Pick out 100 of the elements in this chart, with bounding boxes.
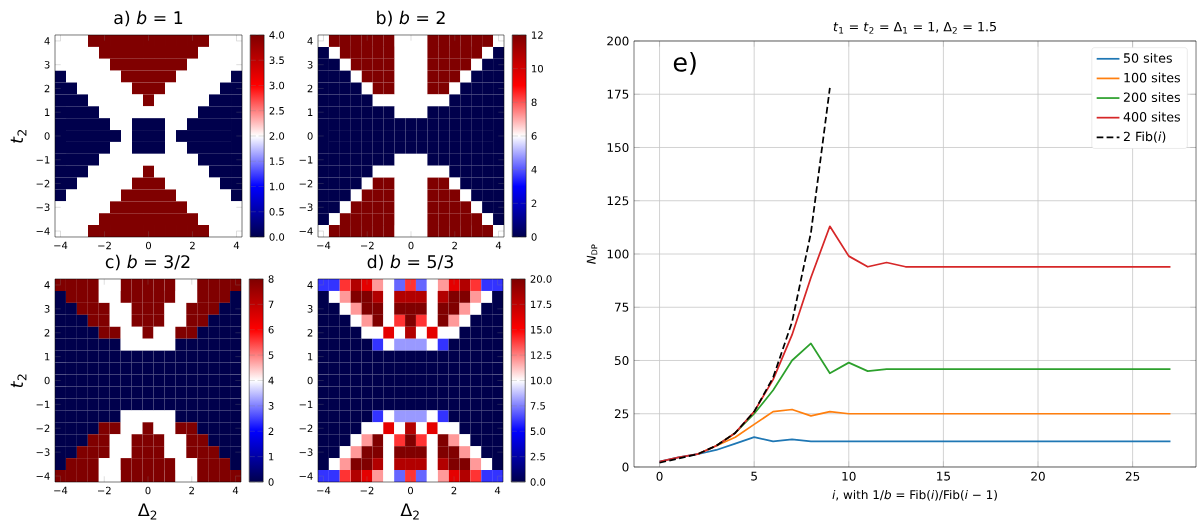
legend-label: 100 sites (1124, 72, 1181, 83)
y-tick-label: 2 (44, 329, 50, 337)
x-tick-label: 2 (189, 486, 194, 495)
legend-label: 400 sites (1123, 111, 1181, 122)
color-bar-label: 3.0 (269, 81, 285, 90)
y-tick-label: 0 (622, 462, 629, 472)
y-tick-label: 1 (45, 352, 50, 361)
x-axis-title: i, with 1/b = Fib(i)/Fib(i − 1) (832, 489, 997, 501)
y-tick-label: 4 (44, 37, 50, 45)
color-bar-label: 2.0 (269, 132, 285, 140)
chart-title: d) b = 5/3 (367, 254, 453, 271)
y-tick-label: −2 (36, 179, 50, 188)
y-tick-label: −1 (299, 156, 313, 164)
color-bar-label: 8 (531, 98, 537, 107)
x-tick-label: 0 (408, 241, 414, 250)
legend-label: 50 sites (1123, 52, 1172, 63)
color-bar-label: 6 (268, 325, 274, 334)
y-tick-label: −1 (36, 156, 50, 164)
color-bar-label: 12.5 (531, 351, 552, 359)
x-tick-label: −2 (97, 486, 111, 495)
y-tick-label: 4 (307, 281, 313, 289)
color-bar-label: 5 (268, 351, 274, 359)
color-bar-label: 1.5 (270, 157, 284, 165)
x-tick-label: −4 (317, 486, 331, 494)
x-axis-title: Δ$_{2}$ (400, 503, 419, 520)
color-bar-label: 4.0 (269, 31, 285, 39)
chart-title: t$_{1}$ = t$_{2}$ = Δ$_{1}$ = 1, Δ$_{2}$ = 1.5 (833, 21, 996, 34)
y-tick-label: 100 (607, 249, 629, 259)
x-tick-label: 20 (1031, 471, 1045, 481)
legend-label: 2 Fib(i) (1123, 131, 1166, 143)
x-tick-label: 0 (145, 486, 151, 495)
color-bar-label: 10.0 (531, 376, 552, 385)
color-bar-label: 0.0 (530, 478, 546, 486)
y-axis-title: t$_{2}$ (10, 374, 27, 388)
y-tick-label: −4 (36, 227, 50, 235)
x-tick-label: 4 (232, 486, 239, 494)
y-tick-label: 50 (614, 355, 629, 366)
y-tick-label: 4 (44, 281, 50, 289)
color-bar-label: 2 (531, 199, 537, 208)
y-tick-label: −1 (299, 400, 313, 409)
x-tick-label: 10 (842, 471, 856, 481)
color-bar-label: 4 (268, 376, 274, 385)
y-tick-label: 2 (307, 84, 313, 93)
y-tick-label: 1 (308, 352, 313, 361)
y-axis-title: N$_{DP}$ (586, 244, 598, 264)
x-tick-label: 4 (233, 241, 240, 249)
color-bar-label: 15.0 (531, 325, 552, 334)
x-tick-label: 0 (408, 486, 414, 495)
chart-title: c) b = 3/2 (105, 254, 190, 271)
color-bar-label: 5.0 (530, 427, 546, 436)
x-tick-label: 0 (656, 471, 663, 481)
x-tick-label: 2 (190, 241, 195, 250)
color-bar-label: 6 (531, 132, 537, 140)
y-tick-label: 200 (607, 36, 629, 46)
color-bar-label: 0 (531, 233, 537, 241)
x-tick-label: −2 (98, 241, 111, 250)
color-bar-label: 0.0 (269, 233, 285, 241)
color-bar-label: 3.5 (269, 56, 284, 65)
y-tick-label: 3 (307, 305, 313, 313)
y-tick-label: −2 (299, 424, 313, 432)
color-bar-label: 2.5 (269, 106, 284, 115)
y-tick-label: −1 (36, 400, 50, 409)
y-tick-label: 3 (44, 60, 50, 69)
x-tick-label: 0 (145, 241, 152, 250)
color-bar-label: 2 (268, 427, 274, 435)
color-bar-label: 3 (268, 402, 274, 410)
x-tick-label: 5 (751, 471, 757, 481)
x-tick-label: −2 (360, 241, 374, 250)
y-tick-label: 75 (615, 302, 629, 312)
color-bar-label: 2.5 (530, 452, 545, 461)
color-bar-label: 20.0 (530, 275, 552, 283)
y-tick-label: 3 (44, 305, 50, 313)
x-tick-label: −2 (360, 486, 374, 495)
y-tick-label: 4 (307, 37, 313, 45)
y-tick-label: 1 (45, 108, 50, 116)
y-tick-label: 1 (308, 108, 313, 116)
color-bar-label: 7 (268, 300, 274, 309)
color-bar-label: 12 (532, 31, 543, 39)
color-bar-label: 0.5 (269, 207, 284, 216)
color-bar-label: 8 (268, 275, 274, 283)
chart-title: b) b = 2 (377, 10, 445, 27)
y-tick-label: 150 (607, 142, 629, 153)
annotation: e) (673, 52, 696, 75)
y-tick-label: 125 (607, 196, 629, 206)
x-tick-label: 25 (1125, 471, 1140, 481)
y-tick-label: 0 (44, 132, 50, 140)
x-tick-label: 2 (451, 486, 457, 495)
y-tick-label: −2 (299, 179, 313, 188)
color-bar-label: 1.0 (270, 182, 285, 191)
y-tick-label: 0 (307, 132, 313, 140)
y-tick-label: 25 (614, 409, 629, 419)
color-bar-label: 17.5 (531, 300, 552, 309)
x-tick-label: −4 (317, 241, 331, 249)
x-tick-label: −4 (54, 486, 68, 494)
y-axis-title: t$_{2}$ (10, 130, 27, 143)
x-tick-label: 2 (452, 241, 457, 250)
x-axis-title: Δ$_{2}$ (138, 503, 157, 520)
y-tick-label: 0 (307, 376, 313, 385)
y-tick-label: −3 (36, 203, 50, 212)
y-tick-label: −2 (36, 424, 50, 432)
